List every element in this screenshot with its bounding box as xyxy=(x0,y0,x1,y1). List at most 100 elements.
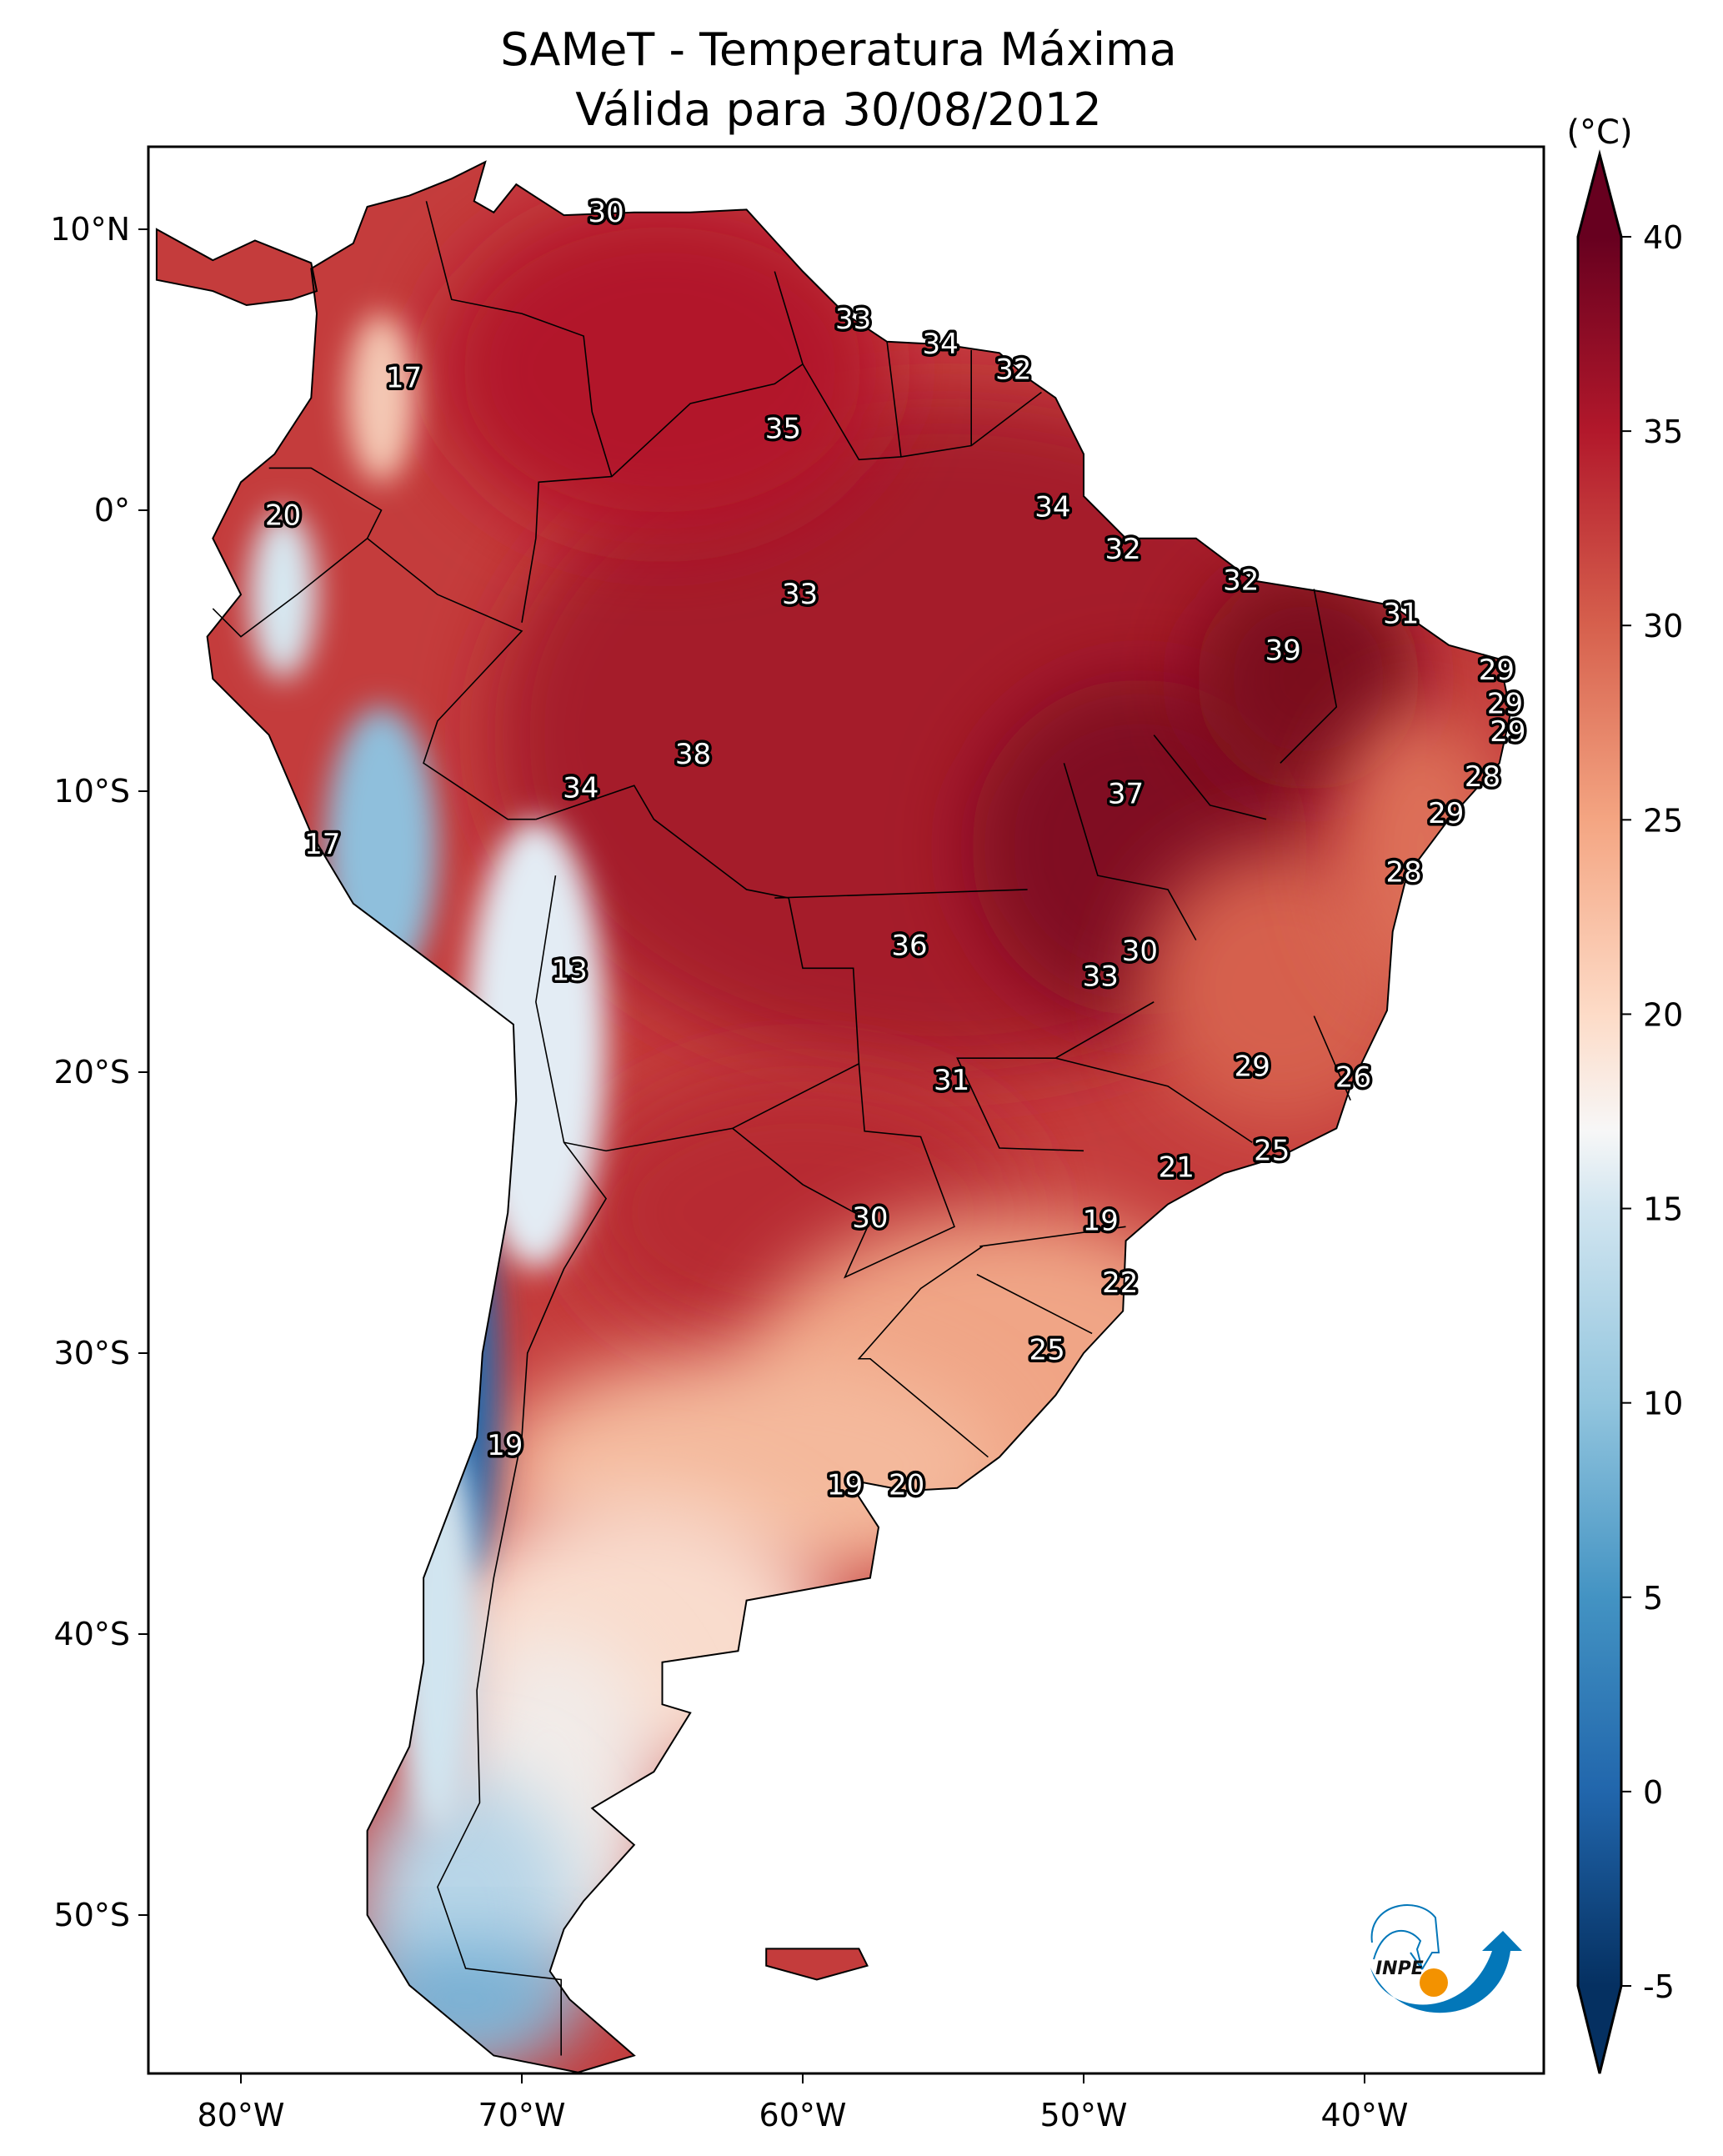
temperature-label: 29 xyxy=(1428,797,1464,830)
y-axis-ticks: 10°N 0° 10°S 20°S 30°S 40°S 50°S xyxy=(50,211,148,1933)
temperature-zone xyxy=(249,510,317,679)
map-subtitle: Válida para 30/08/2012 xyxy=(575,83,1101,136)
x-tick-label: 60°W xyxy=(759,2097,847,2133)
temperature-label: 30 xyxy=(852,1201,888,1235)
colorbar-bar xyxy=(1576,149,1623,2074)
border-line xyxy=(1313,1015,1351,1101)
temperature-label: 39 xyxy=(1265,634,1301,668)
map-title: SAMeT - Temperatura Máxima xyxy=(500,23,1176,76)
temperature-label: 28 xyxy=(1465,760,1500,794)
inpe-logo-text: INPE xyxy=(1375,1958,1424,1979)
temperature-label: 32 xyxy=(1223,564,1259,597)
temperature-label: 25 xyxy=(1029,1334,1065,1367)
temperature-zone xyxy=(325,706,438,988)
temperature-zone xyxy=(353,1943,579,2056)
y-tick-label: 30°S xyxy=(54,1335,130,1371)
temperature-label: 30 xyxy=(588,196,624,229)
y-tick-label: 20°S xyxy=(54,1054,130,1091)
border-line xyxy=(1063,763,1197,940)
temperature-label: 29 xyxy=(1235,1050,1270,1083)
temperature-label: 13 xyxy=(552,955,588,988)
border-line xyxy=(1280,589,1338,764)
colorbar-tick-label: 0 xyxy=(1643,1774,1663,1811)
temperature-zone xyxy=(348,313,415,483)
temperature-label: 34 xyxy=(1034,491,1070,524)
temperature-zone xyxy=(437,201,888,539)
temperature-label: 32 xyxy=(995,353,1031,387)
x-tick-label: 80°W xyxy=(198,2097,285,2133)
border-line xyxy=(425,201,613,477)
border-line xyxy=(857,1246,989,1458)
border-line xyxy=(976,1273,1093,1335)
y-tick-label: 50°S xyxy=(54,1897,130,1933)
temperature-label: 38 xyxy=(675,738,711,771)
coastline xyxy=(155,160,1512,2073)
colorbar-tick-label: 15 xyxy=(1643,1191,1683,1228)
inpe-logo: INPE xyxy=(1370,1904,1522,2013)
temperature-label: 34 xyxy=(922,328,958,361)
temperature-label: 19 xyxy=(1083,1205,1119,1238)
colorbar-tick-label: 20 xyxy=(1643,996,1683,1033)
border-line xyxy=(956,1001,1155,1152)
border-line xyxy=(437,1141,608,2056)
border-line xyxy=(1055,1057,1253,1143)
x-tick-label: 40°W xyxy=(1321,2097,1409,2133)
temperature-label: 33 xyxy=(835,303,871,336)
colorbar: (°C) -5 0 5 10 15 20 25 30 35 40 xyxy=(1566,113,1683,2074)
temperature-label: 33 xyxy=(1083,960,1119,993)
temperature-label: 20 xyxy=(265,499,301,533)
temperature-label: 19 xyxy=(827,1468,863,1502)
temperature-label: 33 xyxy=(782,578,818,611)
temperature-zone xyxy=(465,819,607,1269)
colorbar-tick-label: 40 xyxy=(1643,219,1683,256)
temperature-zone xyxy=(1336,706,1505,988)
temperature-label: 28 xyxy=(1386,856,1422,890)
temperature-zone xyxy=(395,1437,480,1831)
border-line xyxy=(367,538,536,820)
temperature-zone xyxy=(1195,566,1421,791)
temperature-label: 17 xyxy=(386,362,422,395)
temperature-label: 30 xyxy=(1122,935,1158,968)
colorbar-tick-label: 35 xyxy=(1643,414,1683,450)
colorbar-tick-label: 10 xyxy=(1643,1386,1683,1422)
temperature-label: 29 xyxy=(1490,715,1525,749)
temperature-label: 26 xyxy=(1335,1061,1371,1095)
temperature-label: 31 xyxy=(1383,598,1419,631)
y-tick-label: 10°N xyxy=(50,211,130,248)
border-line xyxy=(521,271,804,623)
temperature-label: 19 xyxy=(487,1429,523,1462)
temperature-label: 31 xyxy=(934,1064,969,1097)
y-tick-label: 40°S xyxy=(54,1616,130,1652)
country-borders xyxy=(212,201,1351,2056)
border-line xyxy=(732,1063,955,1279)
temperature-label: 32 xyxy=(1105,533,1141,566)
temperature-label: 29 xyxy=(1487,688,1523,721)
temperature-label: 20 xyxy=(889,1468,924,1502)
colorbar-tick-label: 5 xyxy=(1643,1580,1663,1617)
y-tick-label: 0° xyxy=(94,492,130,529)
temperature-label: 25 xyxy=(1254,1134,1290,1167)
temperature-label: 21 xyxy=(1159,1151,1195,1185)
border-line xyxy=(886,341,902,458)
colorbar-tick-label: -5 xyxy=(1643,1968,1675,2005)
border-line xyxy=(979,1226,1126,1247)
y-tick-label: 10°S xyxy=(54,773,130,810)
temperature-label: 29 xyxy=(1479,654,1515,687)
border-line xyxy=(774,889,1028,899)
temperature-label: 17 xyxy=(304,828,340,861)
x-tick-label: 70°W xyxy=(478,2097,566,2133)
x-tick-label: 50°W xyxy=(1040,2097,1128,2133)
temperature-label: 36 xyxy=(891,929,927,962)
colorbar-tick-label: 25 xyxy=(1643,802,1683,839)
border-line xyxy=(1153,735,1267,820)
temperature-label: 22 xyxy=(1102,1266,1138,1300)
x-axis-ticks: 80°W 70°W 60°W 50°W 40°W xyxy=(198,2073,1409,2133)
colorbar-tick-label: 30 xyxy=(1643,608,1683,644)
map-frame xyxy=(147,145,1545,2075)
temperature-label: 37 xyxy=(1108,777,1144,810)
temperature-label: 35 xyxy=(765,412,801,445)
colorbar-unit: (°C) xyxy=(1566,113,1632,152)
